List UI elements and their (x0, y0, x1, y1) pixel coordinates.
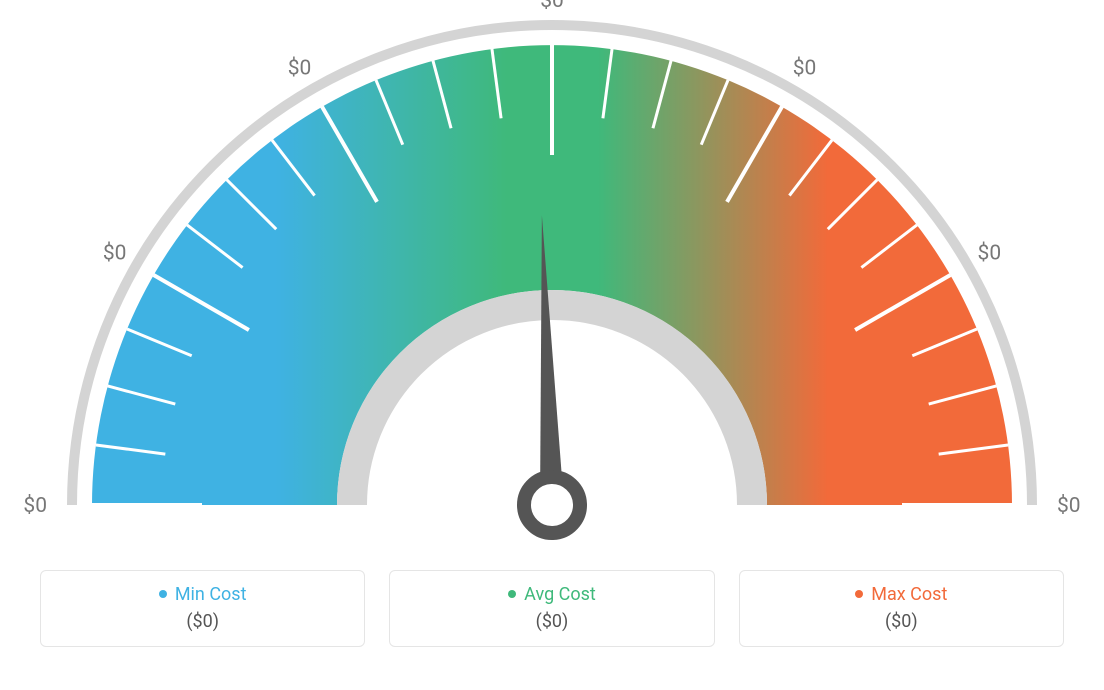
legend-label-max: Max Cost (871, 584, 947, 605)
legend-card-max: Max Cost ($0) (739, 570, 1064, 647)
legend-dot-avg (508, 590, 516, 598)
gauge-tick-label: $0 (540, 0, 564, 13)
legend-card-min: Min Cost ($0) (40, 570, 365, 647)
legend-dot-min (159, 590, 167, 598)
legend-row: Min Cost ($0) Avg Cost ($0) Max Cost ($0… (0, 570, 1104, 647)
legend-dot-max (855, 590, 863, 598)
cost-gauge-container: $0 $0 $0 $0 $0 $0 $0 Min Cost ($0) Avg Cost ($… (0, 0, 1104, 690)
gauge-tick-label: $0 (978, 242, 1002, 266)
gauge-chart: $0 $0 $0 $0 $0 $0 $0 (0, 0, 1104, 560)
legend-value-min: ($0) (57, 611, 348, 632)
legend-label-min: Min Cost (175, 584, 247, 605)
gauge-svg: $0 $0 $0 $0 $0 $0 $0 (0, 0, 1104, 560)
gauge-tick-label: $0 (288, 57, 312, 81)
legend-card-avg: Avg Cost ($0) (389, 570, 714, 647)
legend-value-avg: ($0) (406, 611, 697, 632)
gauge-tick-label: $0 (1057, 494, 1081, 518)
legend-label-avg: Avg Cost (524, 584, 596, 605)
gauge-tick-label: $0 (103, 242, 127, 266)
legend-value-max: ($0) (756, 611, 1047, 632)
gauge-tick-label: $0 (793, 57, 817, 81)
gauge-tick-label: $0 (23, 494, 47, 518)
